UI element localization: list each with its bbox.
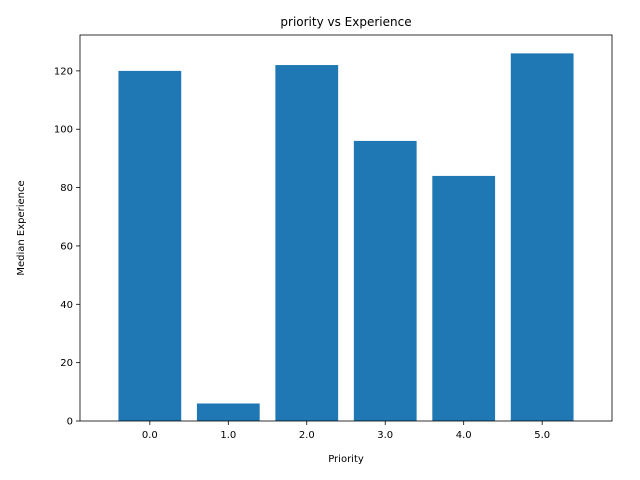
y-tick-label: 80 <box>60 183 73 194</box>
bar-4 <box>432 175 496 421</box>
y-tick-label: 100 <box>54 125 73 136</box>
x-tick-label: 3.0 <box>377 430 393 441</box>
x-tick-label: 2.0 <box>299 430 315 441</box>
y-tick-label: 120 <box>54 66 73 77</box>
plot-frame <box>79 34 613 422</box>
bar-3 <box>353 140 417 421</box>
y-axis-label: Median Experience <box>16 180 27 275</box>
y-axis-ticks: 0 20 40 60 80 100 120 <box>54 66 80 428</box>
y-tick-label: 40 <box>60 300 73 311</box>
x-tick-label: 1.0 <box>220 430 236 441</box>
bar-1 <box>196 403 260 421</box>
y-tick-label: 60 <box>60 241 73 252</box>
x-tick-label: 0.0 <box>142 430 158 441</box>
x-axis-label: Priority <box>328 454 364 465</box>
x-tick-label: 4.0 <box>456 430 472 441</box>
x-axis-ticks: 0.0 1.0 2.0 3.0 4.0 5.0 <box>142 421 550 441</box>
y-tick-label: 0 <box>67 417 73 428</box>
bar-0 <box>118 70 182 421</box>
bars-group <box>118 53 574 422</box>
y-tick-label: 20 <box>60 358 73 369</box>
bar-2 <box>275 65 339 422</box>
chart-title: priority vs Experience <box>280 15 411 29</box>
x-tick-label: 5.0 <box>534 430 550 441</box>
bar-5 <box>510 53 574 421</box>
